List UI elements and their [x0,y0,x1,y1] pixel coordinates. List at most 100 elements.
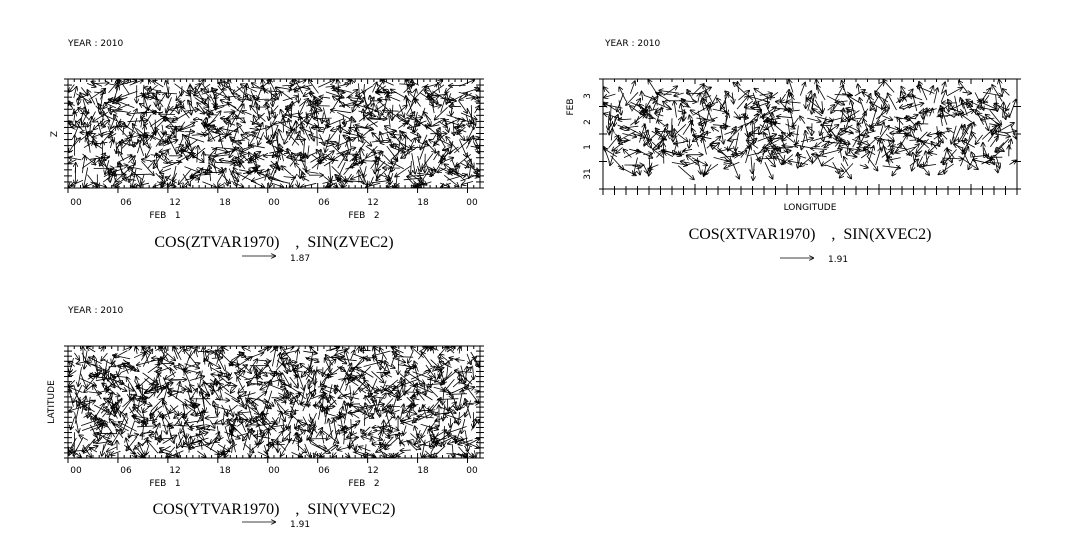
vector-arrow [351,357,364,372]
vector-arrow [336,357,347,364]
vector-arrow [619,87,627,101]
vector-arrow [202,181,215,187]
vector-arrow [410,138,415,148]
vector-arrow [206,417,219,418]
vector-arrow [435,106,448,119]
vector-arrow [608,118,609,129]
vector-arrow [431,347,439,350]
vector-arrow [215,162,234,163]
vector-arrow [698,93,700,103]
vector-arrow [353,93,361,111]
vector-arrow [155,128,165,143]
vector-arrow [738,114,746,120]
x-tick-label: 00 [70,198,82,208]
vector-arrow [330,446,338,452]
vector-arrow [297,350,298,361]
y-axis-label: LATITUDE [47,380,57,424]
vector-arrow [309,104,321,110]
vector-arrow [1003,107,1006,119]
vector-arrow [267,390,273,408]
vector-arrow [278,92,280,101]
vector-arrow [699,116,718,125]
vector-arrow [377,410,387,411]
vector-arrow [438,135,446,148]
vector-arrow [237,377,245,391]
vector-arrow [604,87,610,94]
vector-arrow [75,163,76,173]
vector-arrow [674,93,684,96]
vector-arrow [976,110,984,125]
vector-arrow [408,80,420,86]
vector-arrow [439,167,449,173]
vector-arrow [390,172,393,184]
vector-arrow [638,164,641,174]
vector-arrow [289,376,298,388]
vector-arrow [112,397,123,408]
vector-arrow [201,89,211,99]
vector-arrow [72,179,84,185]
vector-arrow [918,131,928,142]
vector-arrow [80,93,89,105]
vector-arrow [383,154,393,164]
vector-arrow [201,391,205,411]
vector-arrow [105,103,117,109]
vector-arrow [642,92,643,101]
vector-arrow [335,350,346,355]
vector-arrow [837,130,849,138]
vector-arrow [276,88,293,101]
vector-arrow [223,112,235,113]
vector-arrow [604,114,623,120]
x-tick-label: 18 [417,198,429,208]
vector-arrow [133,353,144,359]
vector-arrow [316,150,320,170]
vector-arrow [711,143,719,145]
vector-arrow [751,156,752,174]
vector-arrow [283,118,284,133]
vector-arrow [78,108,90,120]
vector-arrow [961,114,977,126]
vector-arrow [393,134,405,149]
vector-arrow [624,150,632,158]
vector-arrow [78,367,82,386]
vector-arrow [745,102,746,118]
year-label: YEAR : 2010 [604,39,661,49]
vector-arrow [190,425,205,427]
vector-arrow [428,404,435,411]
vector-arrow [332,452,336,457]
vector-arrow [117,155,132,163]
vector-arrow [167,126,184,127]
vector-arrow [248,166,260,168]
vector-arrow [343,80,351,86]
vector-arrow [864,148,876,156]
vector-arrow [166,177,177,184]
vector-arrow [379,432,381,441]
vector-arrow [978,107,998,112]
vector-arrow [376,168,388,181]
vector-arrow [356,128,359,142]
vector-arrow [282,166,292,175]
vector-arrow [290,173,298,187]
vector-arrow [787,102,801,103]
vector-arrow [616,147,623,153]
vector-arrow [321,432,324,444]
y-tick-label: 3 [583,93,593,99]
vector-arrow [443,369,458,382]
vector-arrow [456,153,471,166]
panel-x: YEAR : 2010 FEB 3 2 1 31 LONGITUDE COS(X… [566,39,1021,265]
vector-arrow [322,385,337,390]
vector-arrow [299,100,307,115]
vector-arrow [379,450,392,457]
vector-arrow [735,132,739,151]
vector-arrow [363,161,378,162]
vector-arrow [848,96,862,104]
vector-arrow [221,404,228,416]
vector-arrow [405,136,406,149]
vector-arrow [459,139,466,157]
vector-arrow [235,373,252,382]
vector-arrow [626,92,639,105]
x-tick-label: 00 [70,466,82,476]
vector-arrow [74,112,75,121]
vector-arrow [859,124,860,141]
x-tick-label: 12 [367,466,378,476]
vector-arrow [961,110,973,117]
